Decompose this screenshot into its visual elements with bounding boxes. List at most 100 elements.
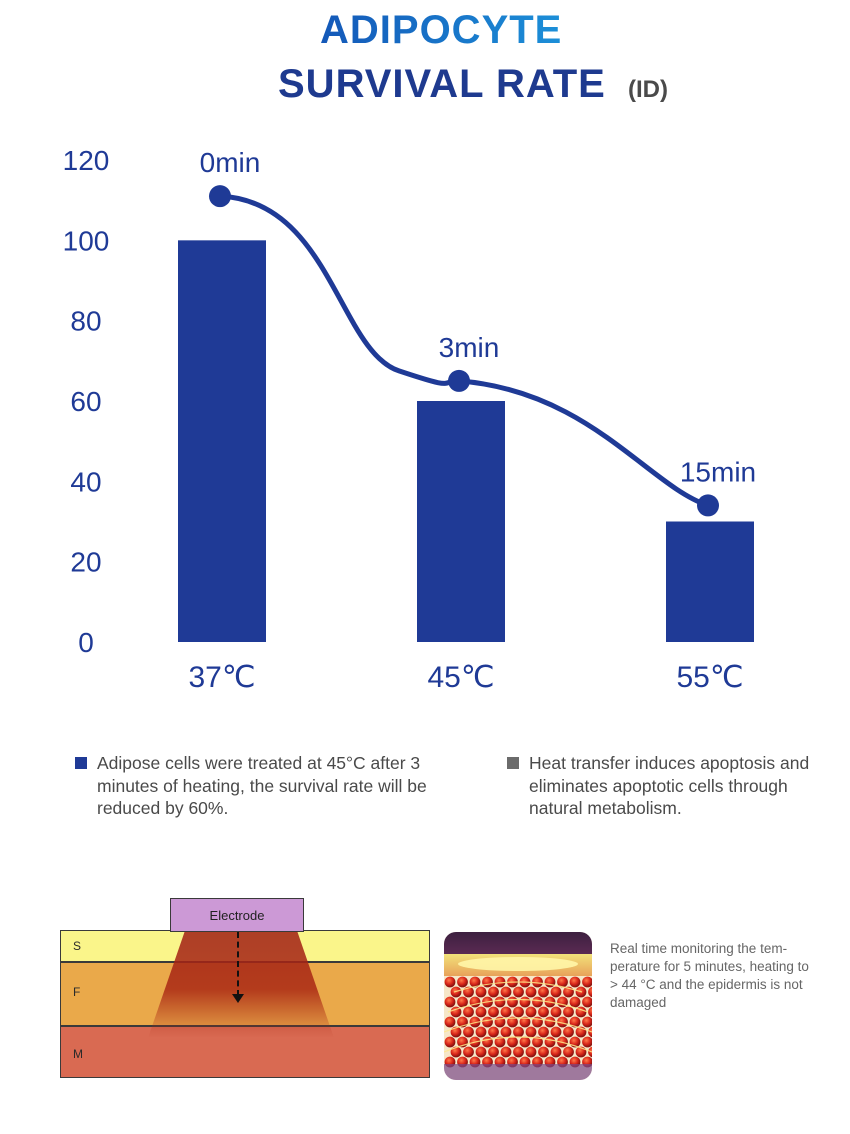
x-tick-label: 55℃ — [676, 661, 743, 694]
fat-cell — [557, 1016, 568, 1028]
bar — [666, 521, 754, 642]
fat-cell — [444, 996, 456, 1008]
fat-cell — [500, 1026, 512, 1038]
fat-cell — [519, 1036, 531, 1048]
bar — [417, 401, 505, 642]
fat-cell — [488, 1006, 499, 1018]
y-tick-label: 40 — [70, 466, 101, 497]
legend-text: Adipose cells were treated at 45°C after… — [97, 753, 427, 818]
x-tick-label: 45℃ — [427, 661, 494, 694]
fat-cell — [519, 996, 531, 1008]
fat-cell — [444, 1016, 456, 1028]
fat-cell — [588, 986, 592, 998]
title-suffix: (ID) — [628, 76, 668, 103]
fat-cell — [450, 1046, 462, 1058]
y-tick-label: 100 — [63, 225, 110, 256]
fat-cell — [482, 1016, 493, 1028]
fat-cell — [500, 986, 512, 998]
fat-cell — [507, 1036, 518, 1048]
fat-cell — [588, 1046, 592, 1058]
fat-cell — [544, 1016, 556, 1028]
fat-cell — [544, 1036, 556, 1048]
bar — [178, 240, 266, 642]
layer-label-m: M — [73, 1047, 83, 1061]
fat-cell — [463, 1026, 474, 1038]
y-tick-label: 0 — [78, 627, 94, 658]
fat-cell — [525, 986, 537, 998]
fat-cell — [463, 1046, 474, 1058]
fat-cell — [569, 1016, 581, 1028]
fat-cell — [513, 1046, 524, 1058]
fat-cell — [550, 1026, 562, 1038]
fat-cell — [450, 1006, 462, 1018]
fat-cell — [494, 1036, 506, 1048]
fat-cell — [582, 1036, 592, 1048]
fat-cell — [582, 1016, 592, 1028]
arrow-head-icon — [232, 994, 244, 1003]
fat-cell — [525, 1026, 537, 1038]
fat-cell — [482, 976, 493, 988]
fat-cell — [538, 986, 549, 998]
fat-cell — [550, 1046, 562, 1058]
fat-cell — [563, 1046, 574, 1058]
heat-zone — [148, 930, 334, 1038]
fat-cell — [469, 976, 481, 988]
fat-cell — [550, 986, 562, 998]
layer-label-f: F — [73, 985, 81, 999]
fat-cell — [569, 996, 581, 1008]
legend-swatch-blue — [75, 757, 87, 769]
fat-cell — [475, 1046, 487, 1058]
fat-cell — [488, 1046, 499, 1058]
y-tick-label: 20 — [70, 547, 101, 578]
title-line-1: ADIPOCYTE — [320, 8, 563, 52]
fat-cell — [444, 1036, 456, 1048]
fat-cell — [582, 976, 592, 988]
fat-cell — [532, 1036, 543, 1048]
fat-cell — [569, 976, 581, 988]
fat-cell — [469, 1016, 481, 1028]
fat-cell — [513, 1026, 524, 1038]
legend-swatch-gray — [507, 757, 519, 769]
fat-cell — [563, 1006, 574, 1018]
skin-layers-diagram: S F M Electrode — [60, 896, 432, 1082]
layer-label-s: S — [73, 939, 82, 953]
fat-cell — [494, 976, 506, 988]
fat-cell — [475, 1026, 487, 1038]
curve-point — [697, 494, 719, 517]
fat-cell — [475, 986, 487, 998]
fat-cell — [507, 1016, 518, 1028]
fat-cell — [469, 996, 481, 1008]
fat-cell — [475, 1006, 487, 1018]
fat-cell — [557, 976, 568, 988]
heat-direction-arrow — [237, 932, 239, 996]
time-label: 15min — [680, 456, 756, 487]
fat-cell — [532, 976, 543, 988]
fat-cell — [463, 1006, 474, 1018]
fat-cell — [463, 986, 474, 998]
curve-point — [209, 185, 231, 208]
fat-cell — [550, 1006, 562, 1018]
fat-cell — [500, 1046, 512, 1058]
electrode: Electrode — [170, 898, 304, 932]
survival-rate-chart: 0 20 40 60 80 100 120 37℃ 45℃ 55℃ 0min 3min 15min — [63, 145, 756, 694]
fat-cell — [525, 1006, 537, 1018]
fat-cell — [588, 1006, 592, 1018]
x-tick-label: 37℃ — [188, 661, 255, 694]
fat-cell — [538, 1006, 549, 1018]
fat-cell — [482, 1036, 493, 1048]
heated-fat-tissue-illustration — [444, 932, 592, 1080]
electrode-label: Electrode — [209, 907, 265, 923]
fat-cell — [494, 996, 506, 1008]
fat-cell — [544, 976, 556, 988]
time-label: 3min — [439, 332, 500, 363]
fat-cell — [513, 1006, 524, 1018]
fat-cell — [507, 996, 518, 1008]
fat-cell — [513, 986, 524, 998]
fat-cell — [582, 996, 592, 1008]
title-line-2: SURVIVAL RATE — [278, 62, 606, 106]
fat-cell — [488, 986, 499, 998]
fat-cell — [488, 1026, 499, 1038]
fat-cell — [500, 1006, 512, 1018]
monitoring-caption: Real time monitoring the tem-perature fo… — [610, 941, 809, 1010]
fat-cell — [457, 996, 468, 1008]
